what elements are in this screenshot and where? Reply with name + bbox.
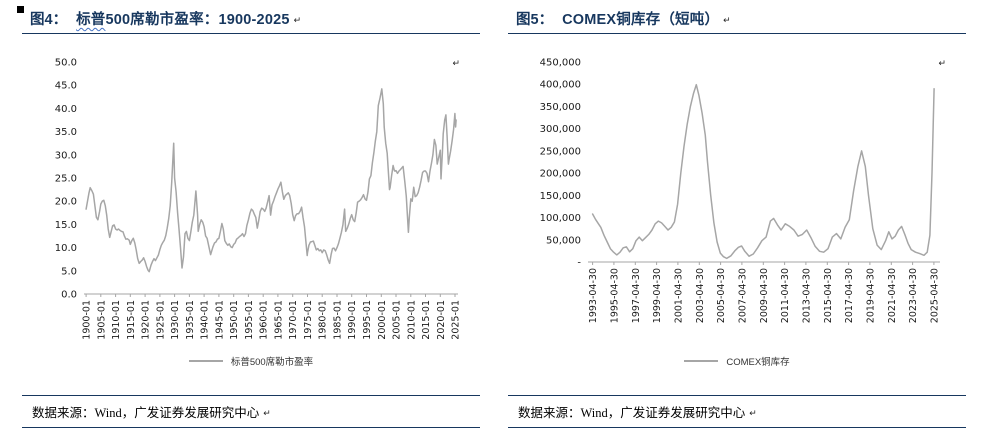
svg-text:150,000: 150,000 [540, 191, 581, 202]
svg-text:2003-04-30: 2003-04-30 [695, 268, 706, 323]
return-mark-icon: ↵ [723, 15, 731, 25]
svg-text:1985-01: 1985-01 [333, 300, 344, 340]
svg-text:1950-01: 1950-01 [229, 300, 240, 340]
svg-text:1980-01: 1980-01 [318, 300, 329, 340]
svg-text:2010-01: 2010-01 [406, 300, 417, 340]
svg-text:1997-04-30: 1997-04-30 [631, 268, 642, 323]
return-mark-icon: ↵ [452, 58, 460, 68]
figure4-label: 图4： [30, 12, 68, 28]
svg-text:20.0: 20.0 [55, 197, 77, 208]
svg-text:2005-04-30: 2005-04-30 [716, 268, 727, 323]
figure5-panel: 图5： COMEX铜库存（短吨） ↵ -50,000 100,000 150,000 2… [508, 6, 966, 428]
svg-text:250,000: 250,000 [540, 146, 581, 157]
svg-text:300,000: 300,000 [540, 124, 581, 135]
figure4-legend-label: 标普500席勒市盈率 [230, 357, 314, 368]
svg-text:1960-01: 1960-01 [259, 300, 270, 340]
figure5-data-source: 数据来源：Wind，广发证券发展研究中心 ↵ [508, 395, 966, 428]
svg-text:2015-04-30: 2015-04-30 [823, 268, 834, 323]
figure4-panel: 图4： 标普500席勒市盈率：1900-2025 ↵ 0.0 5.0 10.0 15.0… [22, 6, 480, 428]
figure5-title-rest: COMEX铜库存（短吨） [562, 12, 720, 28]
svg-text:40.0: 40.0 [55, 104, 77, 115]
figure5-source-text: 数据来源：Wind，广发证券发展研究中心 [518, 406, 746, 420]
svg-text:1940-01: 1940-01 [200, 300, 211, 340]
svg-text:1910-01: 1910-01 [111, 300, 122, 340]
svg-text:2025-01: 2025-01 [451, 300, 462, 340]
svg-text:1993-04-30: 1993-04-30 [588, 268, 599, 323]
legend-line-swatch [188, 360, 223, 362]
svg-text:2013-04-30: 2013-04-30 [801, 268, 812, 323]
figure5-legend: COMEX铜库存 [508, 353, 966, 369]
svg-text:2020-01: 2020-01 [436, 300, 447, 340]
figure5-legend-label: COMEX铜库存 [726, 357, 790, 368]
svg-text:2007-04-30: 2007-04-30 [737, 268, 748, 323]
legend-line-swatch [684, 360, 719, 362]
svg-text:1935-01: 1935-01 [185, 300, 196, 340]
svg-text:2017-04-30: 2017-04-30 [844, 268, 855, 323]
svg-text:1945-01: 1945-01 [214, 300, 225, 340]
svg-text:1995-04-30: 1995-04-30 [609, 268, 620, 323]
svg-text:1905-01: 1905-01 [96, 300, 107, 340]
section-bullet [17, 6, 24, 13]
svg-text:-: - [577, 258, 581, 269]
svg-text:2001-04-30: 2001-04-30 [673, 268, 684, 323]
svg-text:35.0: 35.0 [55, 127, 77, 138]
svg-text:2023-04-30: 2023-04-30 [908, 268, 919, 323]
return-mark-icon: ↵ [938, 58, 946, 68]
svg-text:45.0: 45.0 [55, 81, 77, 92]
svg-text:400,000: 400,000 [540, 80, 581, 91]
svg-text:25.0: 25.0 [55, 174, 77, 185]
svg-text:0.0: 0.0 [61, 290, 77, 301]
svg-text:350,000: 350,000 [540, 102, 581, 113]
svg-text:30.0: 30.0 [55, 150, 77, 161]
svg-text:200,000: 200,000 [540, 169, 581, 180]
svg-text:2009-04-30: 2009-04-30 [759, 268, 770, 323]
figure4-header: 图4： 标普500席勒市盈率：1900-2025 ↵ [22, 6, 480, 34]
figure5-title: COMEX铜库存（短吨） ↵ [562, 8, 731, 29]
return-mark-icon: ↵ [749, 408, 757, 418]
figure5-header: 图5： COMEX铜库存（短吨） ↵ [508, 6, 966, 34]
figure4-title: 标普500席勒市盈率：1900-2025 ↵ [76, 8, 301, 29]
return-mark-icon: ↵ [263, 408, 271, 418]
svg-text:15.0: 15.0 [55, 220, 77, 231]
svg-text:1970-01: 1970-01 [288, 300, 299, 340]
svg-text:1915-01: 1915-01 [126, 300, 137, 340]
svg-text:1900-01: 1900-01 [82, 300, 93, 340]
svg-text:2011-04-30: 2011-04-30 [780, 268, 791, 323]
figure4-legend: 标普500席勒市盈率 [22, 353, 480, 369]
figure4-title-head: 标普 [76, 12, 106, 28]
svg-text:2025-04-30: 2025-04-30 [929, 268, 940, 323]
svg-text:50,000: 50,000 [546, 235, 581, 246]
svg-text:2005-01: 2005-01 [392, 300, 403, 340]
svg-text:1955-01: 1955-01 [244, 300, 255, 340]
comex-copper-line-chart: - 50,000 100,000 150,000 200,000 250,000 300,0… [540, 58, 941, 324]
svg-text:2019-04-30: 2019-04-30 [865, 268, 876, 323]
svg-text:100,000: 100,000 [540, 213, 581, 224]
figure5-label: 图5： [516, 12, 554, 28]
svg-text:2000-01: 2000-01 [377, 300, 388, 340]
figure4-source-text: 数据来源：Wind，广发证券发展研究中心 [32, 406, 260, 420]
figure4-chart-area: 0.0 5.0 10.0 15.0 20.0 25.0 30.0 35.0 40.0 45.0 50… [22, 36, 480, 369]
figure4-data-source: 数据来源：Wind，广发证券发展研究中心 ↵ [22, 395, 480, 428]
svg-text:1920-01: 1920-01 [141, 300, 152, 340]
svg-text:2015-01: 2015-01 [421, 300, 432, 340]
svg-text:1925-01: 1925-01 [155, 300, 166, 340]
svg-text:10.0: 10.0 [55, 243, 77, 254]
svg-text:50.0: 50.0 [55, 58, 77, 69]
svg-text:2021-04-30: 2021-04-30 [887, 268, 898, 323]
svg-text:1965-01: 1965-01 [273, 300, 284, 340]
figure4-title-rest: 500席勒市盈率：1900-2025 [105, 12, 290, 28]
svg-text:1975-01: 1975-01 [303, 300, 314, 340]
shiller-pe-line-chart: 0.0 5.0 10.0 15.0 20.0 25.0 30.0 35.0 40.0 45.0 50… [55, 58, 462, 340]
svg-text:5.0: 5.0 [61, 266, 77, 277]
svg-text:1930-01: 1930-01 [170, 300, 181, 340]
return-mark-icon: ↵ [293, 15, 302, 25]
svg-text:1995-01: 1995-01 [362, 300, 373, 340]
svg-text:1990-01: 1990-01 [347, 300, 358, 340]
svg-text:450,000: 450,000 [540, 58, 581, 69]
figure5-chart-area: - 50,000 100,000 150,000 200,000 250,000 300,0… [508, 36, 966, 369]
svg-text:1999-04-30: 1999-04-30 [652, 268, 663, 323]
